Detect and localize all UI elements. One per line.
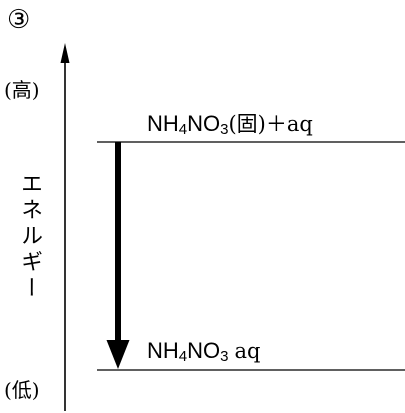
state-suffix: aq	[234, 339, 261, 363]
axis-high-label: (高)	[4, 78, 40, 102]
lower-level-label: NH4NO3 aq	[147, 338, 261, 365]
axis-label: エネルギー	[17, 172, 42, 302]
figure-number: ③	[7, 5, 31, 35]
enthalpy-arrow-head	[106, 340, 130, 369]
formula-subscript: 3	[220, 348, 229, 365]
formula-part: NH	[147, 111, 179, 136]
axis-low-label: (低)	[4, 378, 40, 402]
energy-axis-arrowhead	[60, 43, 70, 63]
formula-subscript: 4	[178, 348, 188, 365]
upper-level-label: NH4NO3(固)＋aq	[147, 111, 313, 138]
formula-part: NO	[187, 338, 221, 363]
formula-subscript: 4	[178, 121, 188, 138]
state-suffix: (固)＋aq	[228, 112, 313, 136]
formula-part: NO	[187, 111, 221, 136]
formula-subscript: 3	[220, 121, 229, 138]
formula-part: NH	[147, 338, 179, 363]
